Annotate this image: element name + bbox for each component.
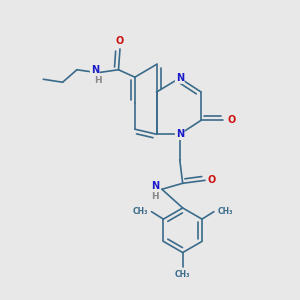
Text: N: N	[91, 65, 99, 75]
Text: O: O	[228, 115, 236, 125]
Text: O: O	[116, 36, 124, 46]
Text: N: N	[176, 73, 184, 83]
Text: CH₃: CH₃	[132, 207, 148, 216]
Text: N: N	[151, 181, 159, 191]
Text: H: H	[152, 192, 159, 201]
Text: H: H	[94, 76, 101, 85]
Text: CH₃: CH₃	[175, 270, 190, 279]
Text: O: O	[208, 175, 216, 185]
Text: N: N	[176, 129, 184, 139]
Text: CH₃: CH₃	[218, 207, 233, 216]
